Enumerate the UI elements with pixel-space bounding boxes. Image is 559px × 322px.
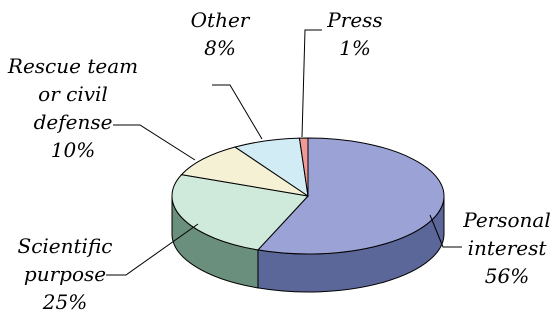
label-line-scientific: Scientific bbox=[18, 234, 113, 258]
leader-line-scientific bbox=[106, 223, 199, 276]
label-rescue: Rescue team or civil defense 10% bbox=[7, 54, 138, 162]
pie-tops bbox=[171, 137, 445, 255]
leader-line-other bbox=[212, 84, 263, 140]
leader-line-press bbox=[301, 29, 322, 138]
label-scientific: Scientific purpose 25% bbox=[18, 234, 113, 314]
leader-lines bbox=[106, 29, 462, 276]
label-press: Press 1% bbox=[326, 8, 382, 60]
label-line-scientific: purpose bbox=[24, 262, 106, 286]
pct-press: 1% bbox=[339, 36, 371, 60]
label-line-press: Press bbox=[326, 8, 382, 32]
label-line-personal: Personal bbox=[462, 208, 550, 232]
label-personal: Personal interest 56% bbox=[462, 208, 550, 288]
pie-slice-rescue bbox=[180, 146, 309, 197]
label-line-rescue: defense bbox=[34, 110, 113, 134]
pct-scientific: 25% bbox=[42, 290, 87, 314]
pie-slice-press bbox=[298, 137, 309, 197]
leader-line-rescue bbox=[113, 124, 196, 161]
pie-slice-personal bbox=[256, 137, 445, 255]
pie-slice-scientific bbox=[171, 174, 309, 251]
label-line-other: Other bbox=[191, 8, 251, 32]
pct-other: 8% bbox=[204, 36, 236, 60]
label-line-personal: interest bbox=[468, 236, 548, 260]
leader-line-personal bbox=[429, 214, 462, 248]
label-line-rescue: Rescue team bbox=[7, 54, 138, 78]
label-other: Other 8% bbox=[191, 8, 251, 60]
pct-personal: 56% bbox=[485, 264, 529, 288]
pct-rescue: 10% bbox=[51, 138, 95, 162]
slice-labels: Personal interest 56% Scientific purpose 25% R… bbox=[7, 8, 551, 314]
label-line-rescue: or civil bbox=[38, 82, 108, 106]
